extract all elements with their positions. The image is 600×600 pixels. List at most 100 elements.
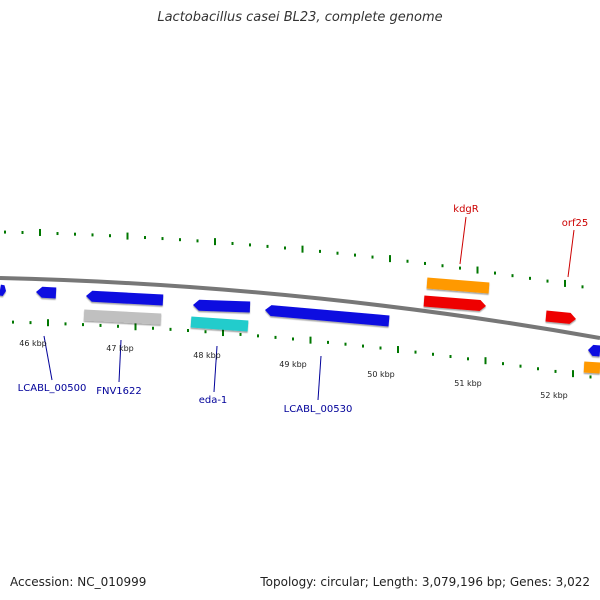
label-leader-line [213, 345, 218, 393]
tick-mark [572, 370, 574, 378]
tick-mark [152, 326, 154, 330]
tick-mark [214, 238, 216, 246]
tick-mark [39, 228, 41, 236]
tick-mark [196, 239, 199, 243]
accession-text: Accession: NC_010999 [10, 575, 147, 589]
tick-mark [537, 367, 539, 371]
tick-mark [362, 344, 364, 348]
label-leader-line [567, 229, 575, 278]
gene-label: FNV1622 [96, 386, 142, 397]
tick-mark [336, 251, 339, 255]
tick-mark [414, 350, 417, 354]
label-leaders [43, 216, 575, 401]
tick-mark [379, 346, 382, 350]
tick-mark [82, 323, 84, 327]
tick-mark [12, 320, 14, 324]
gene-label: LCABL_00530 [284, 404, 353, 415]
tick-mark [99, 323, 102, 327]
outer-tick-track [4, 228, 584, 289]
tick-mark [266, 244, 269, 248]
inner-tick-track [12, 319, 592, 379]
tick-mark [284, 246, 286, 250]
kbp-label: 51 kbp [454, 379, 482, 388]
tick-mark [109, 234, 111, 238]
tick-mark [239, 332, 242, 336]
tick-mark [292, 337, 294, 341]
tick-mark [117, 324, 119, 328]
tick-mark [459, 266, 461, 270]
gene-feature-FNV1622 [83, 309, 162, 325]
genome-summary-text: Topology: circular; Length: 3,079,196 bp… [260, 575, 590, 589]
kbp-label: 49 kbp [279, 360, 307, 369]
tick-mark [161, 237, 164, 241]
gene-label: eda-1 [199, 395, 228, 406]
kbp-label: 48 kbp [193, 351, 221, 360]
tick-mark [406, 259, 409, 263]
tick-mark [564, 279, 566, 287]
label-leader-line [118, 339, 122, 383]
tick-mark [249, 243, 251, 247]
tick-mark [441, 264, 444, 268]
genome-backbone [0, 276, 600, 340]
tick-mark [519, 364, 522, 368]
tick-mark [309, 336, 312, 344]
tick-mark [64, 322, 67, 326]
tick-mark [91, 233, 94, 237]
kbp-label: 50 kbp [367, 370, 395, 379]
gene-feature [0, 284, 6, 296]
tick-mark [47, 319, 49, 327]
gene-feature-eda-1 [190, 316, 249, 332]
kbp-label: 52 kbp [540, 391, 568, 400]
tick-mark [327, 340, 329, 344]
tick-mark [529, 276, 531, 280]
tick-mark [169, 327, 172, 331]
tick-mark [554, 369, 557, 373]
tick-mark [144, 236, 146, 240]
tick-mark [354, 253, 356, 257]
gene-label: orf25 [562, 218, 588, 229]
gene-feature-orf25 [545, 310, 576, 324]
tick-mark [29, 321, 32, 325]
tick-mark [4, 230, 6, 234]
tick-mark [257, 334, 259, 338]
kbp-label: 46 kbp [19, 339, 47, 348]
gene-label: kdgR [453, 204, 478, 215]
gene-feature [588, 344, 600, 357]
tick-mark [179, 238, 181, 242]
tick-mark [467, 357, 469, 361]
tick-mark [424, 261, 426, 265]
tick-mark [581, 285, 584, 289]
tick-mark [484, 357, 487, 365]
tick-mark [389, 255, 391, 263]
tick-mark [344, 342, 347, 346]
gene-feature-kdgR [426, 277, 490, 294]
label-leader-line [459, 216, 467, 265]
tick-mark [74, 232, 76, 236]
gene-features [0, 277, 600, 374]
tick-mark [432, 352, 434, 356]
tick-mark [371, 255, 374, 259]
kbp-label: 47 kbp [106, 344, 134, 353]
label-leader-line [317, 355, 322, 401]
gene-label: LCABL_00500 [18, 383, 87, 394]
tick-mark [589, 375, 592, 379]
tick-mark [502, 362, 504, 366]
tick-mark [274, 335, 277, 339]
tick-mark [301, 245, 304, 253]
gene-labels: LCABL_00500 FNV1622 eda-1 LCABL_00530 kdgR or… [18, 204, 589, 415]
gene-feature [86, 290, 164, 306]
label-leader-line [43, 335, 53, 381]
kbp-scale-labels: 46 kbp 47 kbp 48 kbp 49 kbp 50 kbp 51 kbp 52 k… [19, 339, 568, 400]
gene-feature [583, 361, 600, 374]
tick-mark [204, 330, 207, 334]
tick-mark [134, 323, 137, 331]
tick-mark [511, 274, 514, 278]
tick-mark [21, 230, 24, 234]
tick-mark [449, 355, 452, 359]
tick-mark [126, 232, 129, 240]
gene-feature [423, 295, 486, 311]
gene-feature [265, 305, 390, 327]
gene-feature [36, 286, 57, 299]
tick-mark [187, 329, 189, 333]
